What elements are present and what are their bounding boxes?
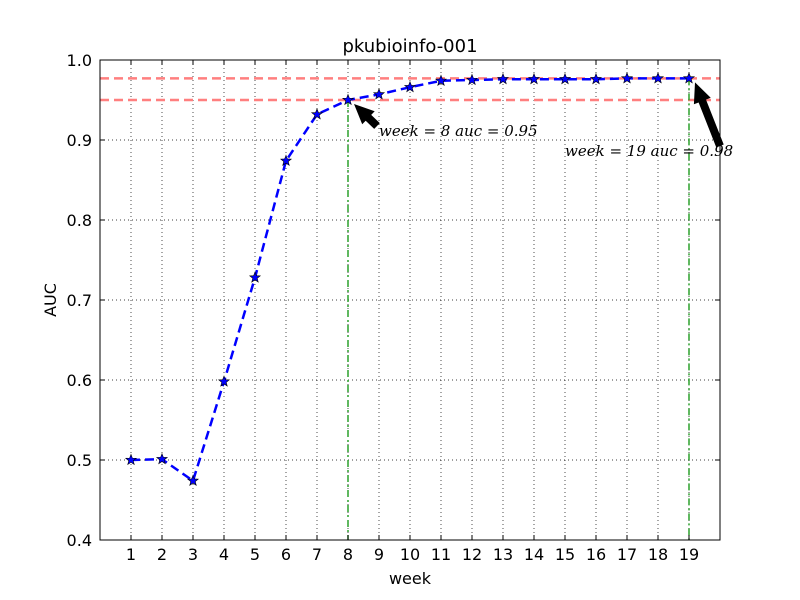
data-point-marker xyxy=(558,72,572,85)
x-tick-label: 15 xyxy=(555,545,575,564)
y-tick-label: 0.7 xyxy=(67,291,92,310)
x-tick-label: 6 xyxy=(281,545,291,564)
y-tick-label: 0.9 xyxy=(67,131,92,150)
x-tick-label: 3 xyxy=(188,545,198,564)
data-point-marker xyxy=(682,72,696,84)
data-point-marker xyxy=(434,74,448,86)
x-tick-label: 18 xyxy=(648,545,668,564)
x-axis-title: week xyxy=(389,569,432,588)
data-point-marker xyxy=(372,88,386,100)
ticks: 1 2 3 4 5 6 7 8 9 10 11 12 13 14 15 16 17 18 190.40.50.60.… xyxy=(67,51,720,564)
y-tick-label: 0.4 xyxy=(67,531,92,550)
y-tick-label: 0.8 xyxy=(67,211,92,230)
x-tick-label: 5 xyxy=(250,545,260,564)
data-point-marker xyxy=(248,271,262,283)
x-tick-label: 11 xyxy=(431,545,451,564)
x-tick-label: 17 xyxy=(617,545,637,564)
y-tick-label: 0.6 xyxy=(67,371,92,390)
series xyxy=(124,72,696,486)
data-point-marker xyxy=(403,80,417,93)
data-point-marker xyxy=(124,453,138,466)
data-point-marker xyxy=(341,93,355,106)
x-tick-label: 13 xyxy=(493,545,513,564)
annotation-label: week = 19 auc = 0.98 xyxy=(565,142,733,160)
y-tick-label: 0.5 xyxy=(67,451,92,470)
x-tick-label: 14 xyxy=(524,545,544,564)
data-point-marker xyxy=(186,474,200,486)
annotation-arrow xyxy=(354,104,380,129)
y-axis-title: AUC xyxy=(41,283,60,317)
data-point-marker xyxy=(651,72,665,84)
reference-lines xyxy=(100,77,720,540)
chart-title: pkubioinfo-001 xyxy=(342,36,477,57)
data-point-marker xyxy=(155,452,169,465)
x-tick-label: 1 xyxy=(126,545,136,564)
x-tick-label: 4 xyxy=(219,545,229,564)
y-tick-label: 1.0 xyxy=(67,51,92,70)
x-tick-label: 2 xyxy=(157,545,167,564)
x-tick-label: 12 xyxy=(462,545,482,564)
x-tick-label: 9 xyxy=(374,545,384,564)
data-point-marker xyxy=(465,73,479,86)
data-point-marker xyxy=(496,72,510,85)
x-tick-label: 16 xyxy=(586,545,606,564)
x-tick-label: 10 xyxy=(400,545,420,564)
x-tick-label: 7 xyxy=(312,545,322,564)
x-tick-label: 8 xyxy=(343,545,353,564)
data-point-marker xyxy=(589,72,603,85)
data-point-marker xyxy=(279,154,293,166)
data-point-marker xyxy=(310,108,324,120)
annotations: week = 8 auc = 0.95 week = 19 auc = 0.98 xyxy=(354,82,733,160)
data-point-marker xyxy=(217,375,231,387)
x-tick-label: 19 xyxy=(679,545,699,564)
annotation-arrow xyxy=(693,82,724,148)
annotation-label: week = 8 auc = 0.95 xyxy=(379,122,538,140)
data-point-marker xyxy=(527,72,541,85)
data-point-marker xyxy=(620,72,634,84)
